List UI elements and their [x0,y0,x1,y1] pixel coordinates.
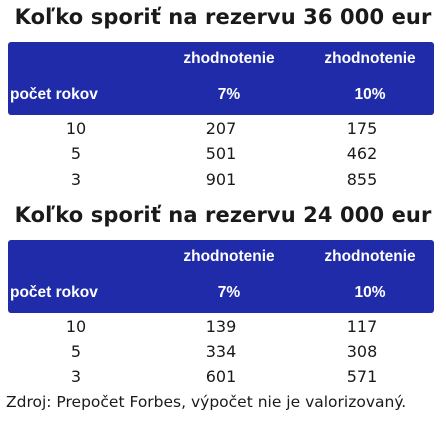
table-row: 3 901 855 [0,170,446,194]
cell-years: 5 [70,342,82,361]
cell-10pct: 855 [346,170,378,189]
column-header-7-line1: zhodnotenie [183,248,275,265]
cell-10pct: 462 [346,144,378,163]
cell-years: 3 [70,170,82,189]
cell-years: 5 [70,144,82,163]
column-header-7-line2: 7% [217,86,241,103]
table-row: 3 601 571 [0,367,446,391]
column-header-years: počet rokov [10,284,98,301]
cell-7pct: 207 [205,119,237,138]
table-row: 10 139 117 [0,317,446,341]
cell-7pct: 501 [205,144,237,163]
table-header: zhodnotenie zhodnotenie počet rokov 7% 1… [8,42,434,115]
table-title: Koľko sporiť na rezervu 24 000 eur [14,203,432,227]
column-header-7-line2: 7% [217,284,241,301]
cell-7pct: 901 [205,170,237,189]
cell-years: 10 [65,119,87,138]
cell-years: 10 [65,317,87,336]
cell-10pct: 571 [346,367,378,386]
cell-7pct: 334 [205,342,237,361]
column-header-10-line1: zhodnotenie [324,50,416,67]
table-row: 10 207 175 [0,119,446,143]
cell-10pct: 117 [346,317,378,336]
cell-10pct: 308 [346,342,378,361]
column-header-years: počet rokov [10,86,98,103]
column-header-10-line2: 10% [354,284,386,301]
cell-7pct: 139 [205,317,237,336]
column-header-10-line1: zhodnotenie [324,248,416,265]
table-row: 5 334 308 [0,342,446,366]
cell-10pct: 175 [346,119,378,138]
column-header-7-line1: zhodnotenie [183,50,275,67]
cell-years: 3 [70,367,82,386]
table-row: 5 501 462 [0,144,446,168]
table-header: zhodnotenie zhodnotenie počet rokov 7% 1… [8,240,434,313]
source-note: Zdroj: Prepočet Forbes, výpočet nie je v… [6,393,407,411]
column-header-10-line2: 10% [354,86,386,103]
cell-7pct: 601 [205,367,237,386]
table-title: Koľko sporiť na rezervu 36 000 eur [14,5,432,29]
